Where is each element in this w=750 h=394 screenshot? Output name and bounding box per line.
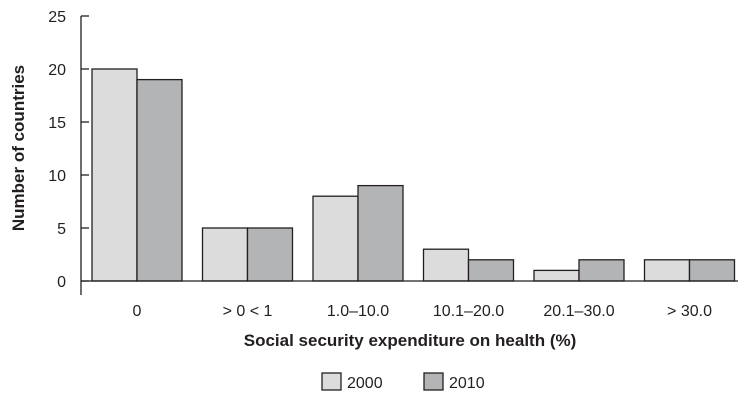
- bar-2010-0: [136, 78, 183, 282]
- y-tick-label-0: 0: [57, 274, 66, 291]
- legend-swatch-2010: [423, 372, 444, 391]
- x-tick-label-20-1-30-0: 20.1–30.0: [543, 303, 614, 320]
- bar-2010-1-0-10-0: [357, 184, 404, 282]
- bar-2010-20-1-30-0: [578, 259, 625, 282]
- y-axis-title: Number of countries: [9, 65, 28, 231]
- bar-2000-20-1-30-0: [533, 269, 580, 282]
- x-tick-labels: 0 > 0 < 1 1.0–10.0 10.1–20.0 20.1–30.0 > 30.0: [133, 303, 713, 320]
- x-tick-label-0: 0: [133, 303, 142, 320]
- bars-group: [91, 68, 736, 282]
- bar-2000-0: [91, 68, 138, 282]
- bar-2000-0-1: [201, 227, 249, 282]
- x-axis: 0 > 0 < 1 1.0–10.0 10.1–20.0 20.1–30.0 > 30.0: [81, 280, 738, 320]
- x-axis-title: Social security expenditure on health (%…: [244, 331, 577, 350]
- legend-swatch-2000: [321, 372, 342, 391]
- bar-2010-0-1: [246, 227, 294, 282]
- x-tick-label-10-1-20-0: 10.1–20.0: [433, 303, 504, 320]
- legend-label-2000: 2000: [347, 375, 383, 392]
- x-tick-label-0-1: > 0 < 1: [223, 303, 273, 320]
- y-axis: 0 5 10 15 20 25: [48, 9, 89, 295]
- bar-2000-10-1-20-0: [422, 248, 470, 282]
- legend-label-2010: 2010: [449, 375, 485, 392]
- bar-2000-1-0-10-0: [312, 195, 359, 282]
- y-tick-label-5: 5: [57, 221, 66, 238]
- bar-2000-30-0: [643, 259, 691, 282]
- x-tick-label-1-0-10-0: 1.0–10.0: [327, 303, 389, 320]
- y-tick-label-10: 10: [48, 168, 66, 185]
- bar-2010-30-0: [688, 259, 736, 282]
- legend: 2000 2010: [321, 372, 485, 392]
- y-ticks: 0 5 10 15 20 25: [48, 9, 89, 291]
- bar-2010-10-1-20-0: [467, 259, 515, 282]
- y-tick-label-20: 20: [48, 62, 66, 79]
- x-tick-label-30-0: > 30.0: [667, 303, 712, 320]
- y-tick-label-25: 25: [48, 9, 66, 26]
- y-tick-label-15: 15: [48, 115, 66, 132]
